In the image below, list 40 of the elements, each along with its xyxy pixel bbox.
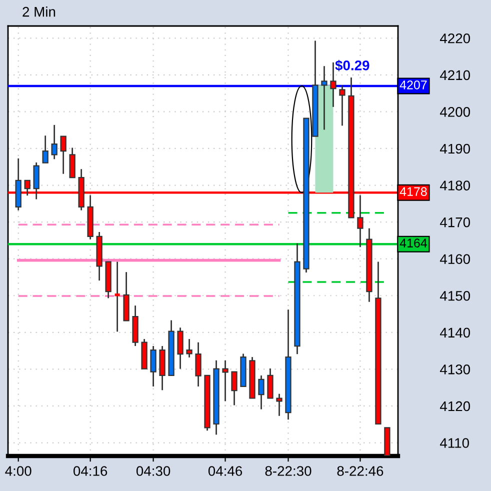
candlestick <box>69 147 76 178</box>
candlestick <box>258 374 264 410</box>
annotation: $0.29 <box>335 60 370 72</box>
ref-line-label: 4207 <box>400 80 427 90</box>
candlestick <box>339 84 346 126</box>
y-tick-label: 4140 <box>440 328 470 338</box>
y-tick-label: 4130 <box>440 364 470 374</box>
y-tick-label: 4150 <box>440 290 470 301</box>
y-tick-label: 4110 <box>440 438 469 448</box>
y-tick-label: 4120 <box>440 401 470 412</box>
candlestick <box>33 162 40 200</box>
y-tick-label: 4180 <box>440 180 470 190</box>
y-tick-label: 4190 <box>440 144 470 154</box>
candlestick <box>321 65 328 130</box>
ref-line-label: 4164 <box>400 238 427 248</box>
y-tick-label: 4170 <box>440 217 470 228</box>
candlestick <box>150 345 156 388</box>
candlestick <box>267 368 274 399</box>
candlestick <box>51 124 58 160</box>
candlestick <box>330 62 336 108</box>
candlestick <box>177 326 184 370</box>
ref-line-label: 4178 <box>400 187 427 196</box>
y-tick-label: 4200 <box>440 107 470 117</box>
candlestick <box>276 393 282 417</box>
candlestick <box>42 134 48 164</box>
x-tick-label: 4:00 <box>5 466 32 476</box>
x-tick-label: 8-22:30 <box>265 466 312 476</box>
chart-title: 2 Min <box>22 6 56 17</box>
candlestick <box>222 360 228 402</box>
candlestick <box>195 342 202 388</box>
y-tick-label: 4210 <box>440 70 470 80</box>
candlestick <box>186 338 192 358</box>
x-tick-label: 04:46 <box>208 466 242 476</box>
x-tick-label: 04:30 <box>136 466 170 476</box>
candlestick <box>60 136 66 175</box>
candlestick <box>231 371 238 406</box>
y-tick-label: 4160 <box>440 254 470 264</box>
x-tick-label: 8-22:46 <box>337 466 384 476</box>
y-tick-label: 4220 <box>440 33 470 44</box>
x-tick-label: 04:16 <box>73 466 108 476</box>
